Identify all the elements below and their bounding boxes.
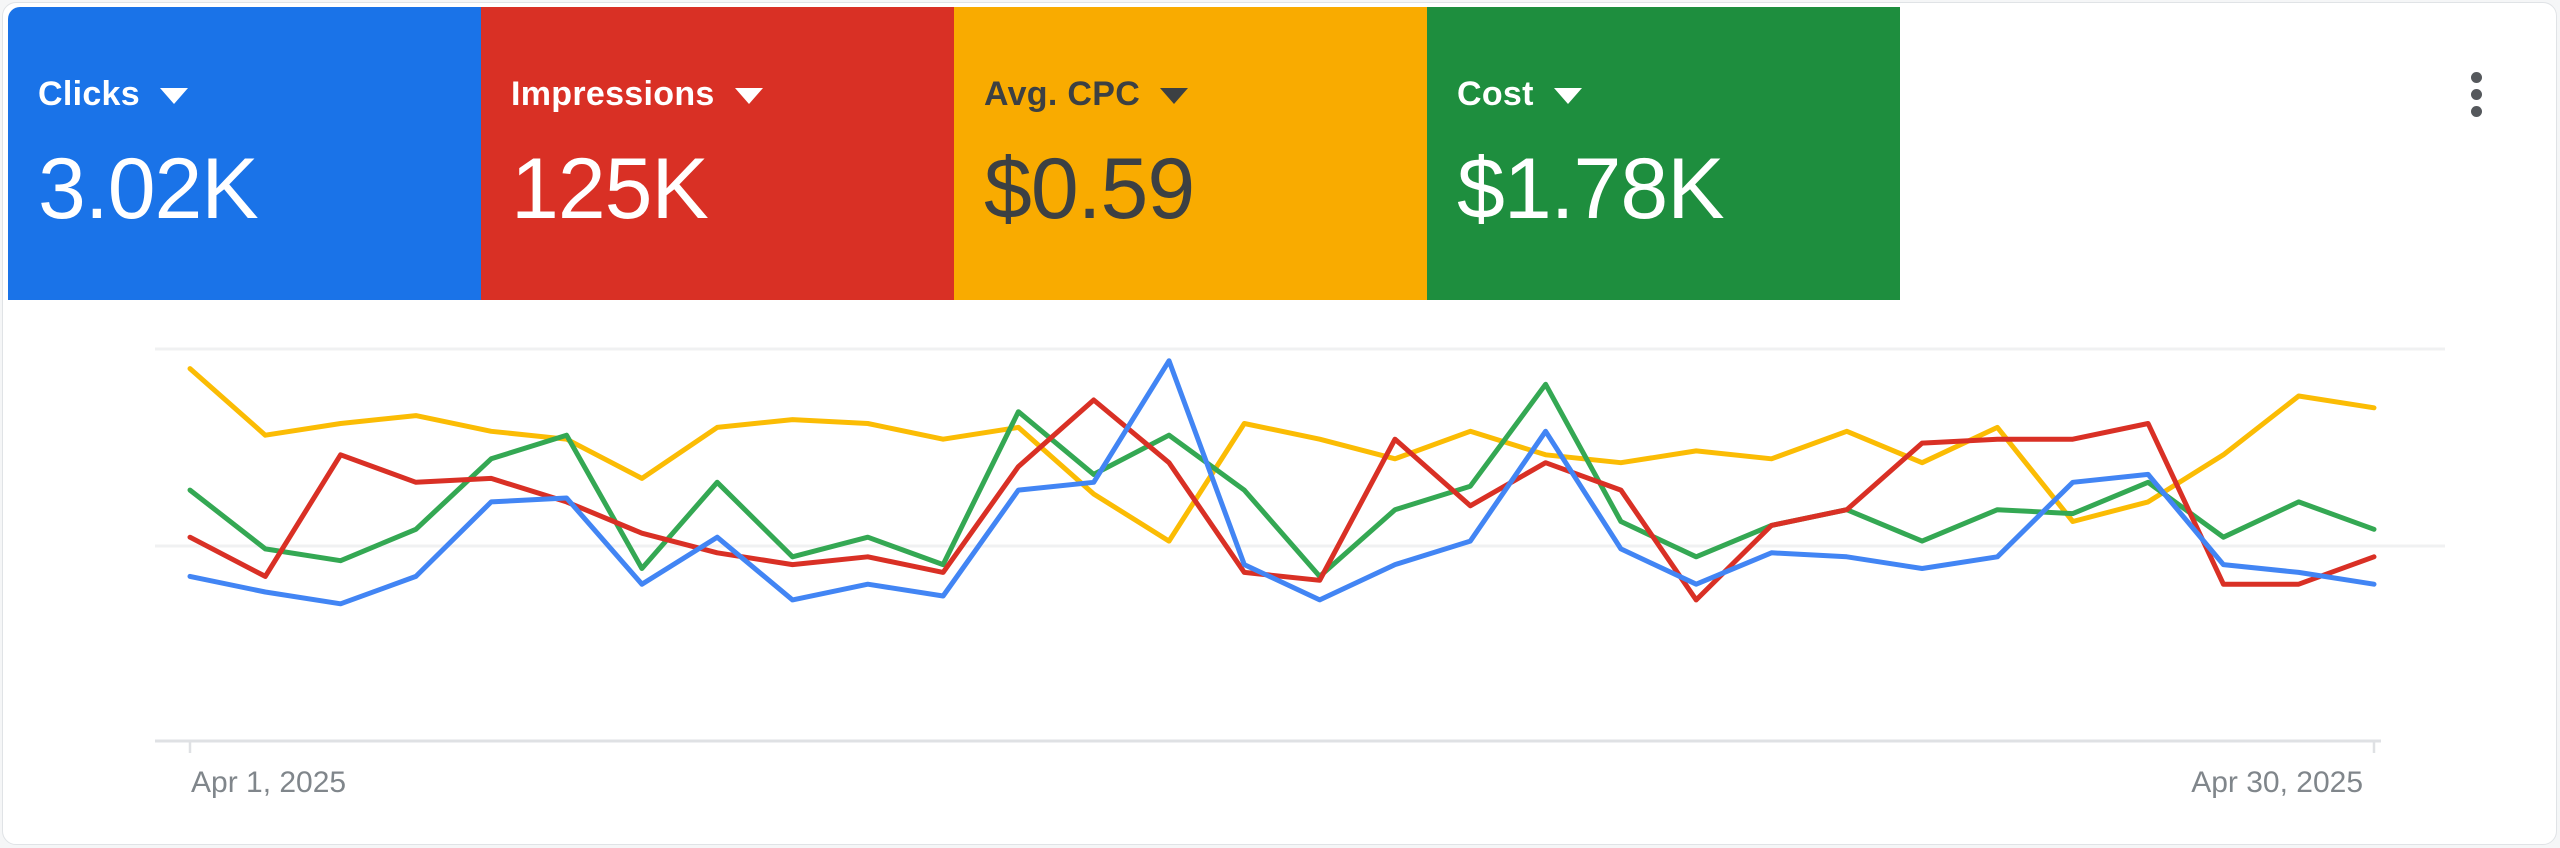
caret-down-icon [734,88,763,104]
metric-selector-impressions[interactable]: Impressions [511,77,763,111]
scorecard-clicks[interactable]: Clicks 3.02K [8,7,481,300]
series-line-avg-cpc [187,366,2377,544]
scorecard-label: Clicks [38,75,140,113]
caret-down-icon [1160,88,1189,104]
scorecard-avg-cpc[interactable]: Avg. CPC $0.59 [954,7,1427,300]
overflow-menu-button[interactable] [2447,61,2505,127]
caret-down-icon [1553,88,1582,104]
x-axis-start-label: Apr 1, 2025 [191,766,347,799]
x-axis-end-label: Apr 30, 2025 [2191,766,2363,799]
scorecard-cost[interactable]: Cost $1.78K [1427,7,1900,300]
series-line-cost [187,381,2377,579]
scorecard-value: $1.78K [1457,141,1725,237]
caret-down-icon [159,88,188,104]
scorecard-label: Avg. CPC [984,75,1141,113]
time-series-chart [155,347,2445,753]
metric-selector-cost[interactable]: Cost [1457,77,1582,111]
scorecard-value: 125K [511,141,709,237]
metric-selector-avg-cpc[interactable]: Avg. CPC [984,75,1189,113]
scorecard-impressions[interactable]: Impressions 125K [481,7,954,300]
scorecard-value: 3.02K [38,141,259,237]
scorecard-row: Clicks 3.02K Impressions 125K Avg. CPC $… [8,7,1900,300]
scorecard-label: Impressions [511,75,715,113]
scorecard-label: Cost [1457,75,1534,113]
metric-selector-clicks[interactable]: Clicks [38,77,188,111]
series-line-clicks [187,358,2377,607]
scorecard-value: $0.59 [984,141,1195,237]
kebab-vertical-icon [2470,71,2482,83]
